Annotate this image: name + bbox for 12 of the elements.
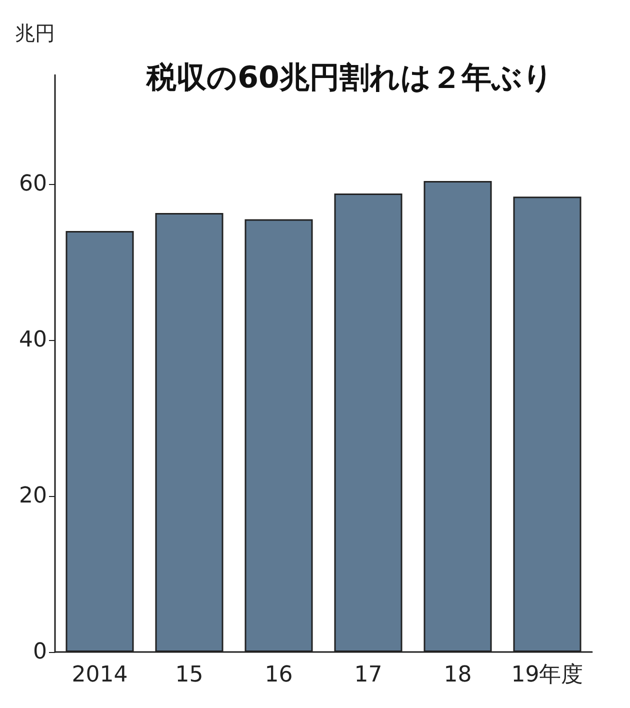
x-tick-label: 19年度 (511, 662, 584, 688)
x-tick-label: 18 (444, 662, 472, 688)
x-tick-label: 17 (354, 662, 382, 688)
y-tick-label: 40 (19, 328, 47, 353)
y-tick-label: 60 (19, 172, 47, 197)
y-axis-title: 兆円 (15, 21, 55, 45)
y-tick-label: 0 (33, 640, 47, 664)
y-tick-label: 20 (19, 484, 47, 509)
x-tick-label: 2014 (72, 662, 128, 688)
chart-title: 税収の60兆円割れは２年ぶり (146, 60, 554, 96)
x-tick-label: 15 (175, 662, 204, 688)
x-tick-label: 16 (264, 662, 293, 688)
